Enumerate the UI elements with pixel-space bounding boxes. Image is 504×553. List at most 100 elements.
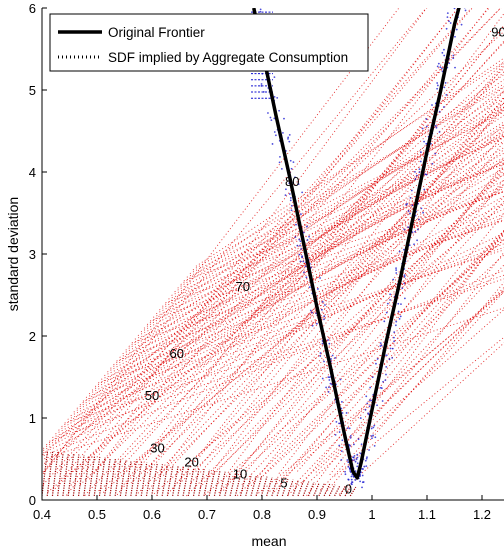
sdf-red-fan [172, 466, 179, 497]
sdf-blue-point [370, 427, 373, 430]
sdf-blue-point [361, 474, 364, 477]
x-tick-label: 0.5 [88, 507, 106, 522]
sdf-red-fan [276, 478, 284, 497]
sdf-blue-point [273, 96, 276, 98]
sdf-blue-point [407, 226, 410, 229]
sdf-blue-point [393, 336, 395, 339]
sdf-blue-point [409, 197, 412, 199]
sdf-blue-point [391, 347, 394, 350]
sdf-blue-point [362, 481, 365, 483]
sdf-blue-point [302, 231, 305, 234]
sdf-blue-point [368, 399, 371, 402]
sdf-blue-point [259, 8, 262, 11]
sdf-blue-point [319, 277, 321, 279]
sdf-blue-point [335, 420, 338, 423]
sdf-blue-point [368, 449, 370, 451]
sdf-blue-point [300, 213, 302, 215]
sdf-blue-point [425, 125, 428, 128]
red-sdf-region [42, 8, 504, 497]
sdf-blue-point [351, 481, 354, 484]
sdf-blue-point [376, 358, 379, 360]
sdf-blue-point [269, 116, 272, 119]
sdf-blue-point [302, 260, 305, 263]
legend-box [49, 13, 369, 72]
y-tick-label: 6 [29, 1, 36, 16]
sdf-red-line [260, 254, 504, 479]
sdf-blue-point [443, 86, 446, 89]
sdf-blue-point [452, 0, 454, 1]
sdf-blue-point [340, 400, 343, 403]
contour-label: 0 [345, 481, 352, 496]
original-frontier-line [252, 8, 461, 480]
sdf-blue-point [365, 395, 368, 398]
axis-lines [41, 8, 504, 501]
sdf-blue-point [328, 379, 331, 381]
sdf-blue-point [319, 352, 322, 354]
sdf-blue-point [371, 376, 374, 379]
sdf-blue-point [282, 132, 284, 134]
sdf-red-line [171, 136, 504, 296]
sdf-blue-point [423, 188, 426, 191]
sdf-red-fan [46, 451, 54, 496]
sdf-blue-point [301, 256, 303, 259]
sdf-blue-point [393, 340, 395, 343]
sdf-red-fan [213, 470, 221, 497]
sdf-red-line [156, 134, 504, 315]
sdf-blue-point [359, 417, 362, 419]
sdf-blue-point [323, 318, 325, 321]
sdf-blue-point [443, 48, 445, 51]
sdf-blue-point [386, 302, 389, 305]
sdf-red-line [176, 203, 504, 473]
sdf-blue-point [267, 112, 269, 114]
sdf-blue-point [317, 288, 319, 290]
y-axis-label: standard deviation [5, 197, 21, 311]
sdf-blue-point [273, 131, 276, 133]
sdf-red-line [227, 101, 504, 473]
sdf-red-fan [83, 455, 90, 496]
sdf-blue-point [436, 84, 439, 87]
sdf-blue-point [287, 136, 290, 139]
sdf-blue-point [292, 161, 295, 163]
sdf-blue-point [331, 354, 334, 357]
sdf-blue-point [436, 87, 439, 90]
sdf-red-fan [187, 467, 195, 497]
sdf-red-line [42, 195, 504, 452]
sdf-blue-point [400, 303, 402, 306]
sdf-blue-point [341, 439, 344, 442]
sdf-blue-point [283, 117, 285, 120]
sdf-blue-point [416, 239, 418, 242]
sdf-blue-point [445, 27, 448, 30]
sdf-red-line [273, 212, 504, 493]
sdf-red-fan [297, 480, 305, 497]
sdf-red-line [315, 286, 504, 473]
sdf-blue-point [357, 438, 360, 441]
sdf-blue-point [452, 57, 455, 60]
sdf-red-line [70, 208, 504, 417]
sdf-blue-point [364, 459, 367, 462]
sdf-blue-point [354, 470, 357, 473]
sdf-red-fan [287, 479, 294, 497]
sdf-red-line [112, 40, 504, 478]
sdf-red-fan [255, 475, 263, 497]
sdf-blue-point [383, 320, 386, 323]
sdf-blue-point [299, 244, 301, 247]
sdf-red-line [195, 61, 504, 267]
sdf-blue-point [393, 331, 396, 334]
sdf-blue-point [344, 470, 346, 473]
sdf-red-fan [161, 464, 169, 497]
sdf-blue-point [445, 93, 448, 96]
sdf-red-line [246, 167, 504, 472]
sdf-blue-point [340, 459, 343, 461]
sdf-red-fan [51, 451, 59, 496]
sdf-red-fan [135, 461, 143, 496]
sdf-red-line [139, 63, 504, 482]
x-tick-label: 0.6 [143, 507, 161, 522]
sdf-blue-point [296, 244, 299, 247]
sdf-blue-point [448, 62, 451, 65]
x-tick-label: 1.1 [418, 507, 436, 522]
sdf-red-fan [224, 472, 231, 497]
sdf-blue-point [394, 324, 397, 327]
sdf-red-fan [72, 454, 80, 496]
sdf-red-line [250, 162, 504, 487]
sdf-blue-point [372, 426, 375, 429]
